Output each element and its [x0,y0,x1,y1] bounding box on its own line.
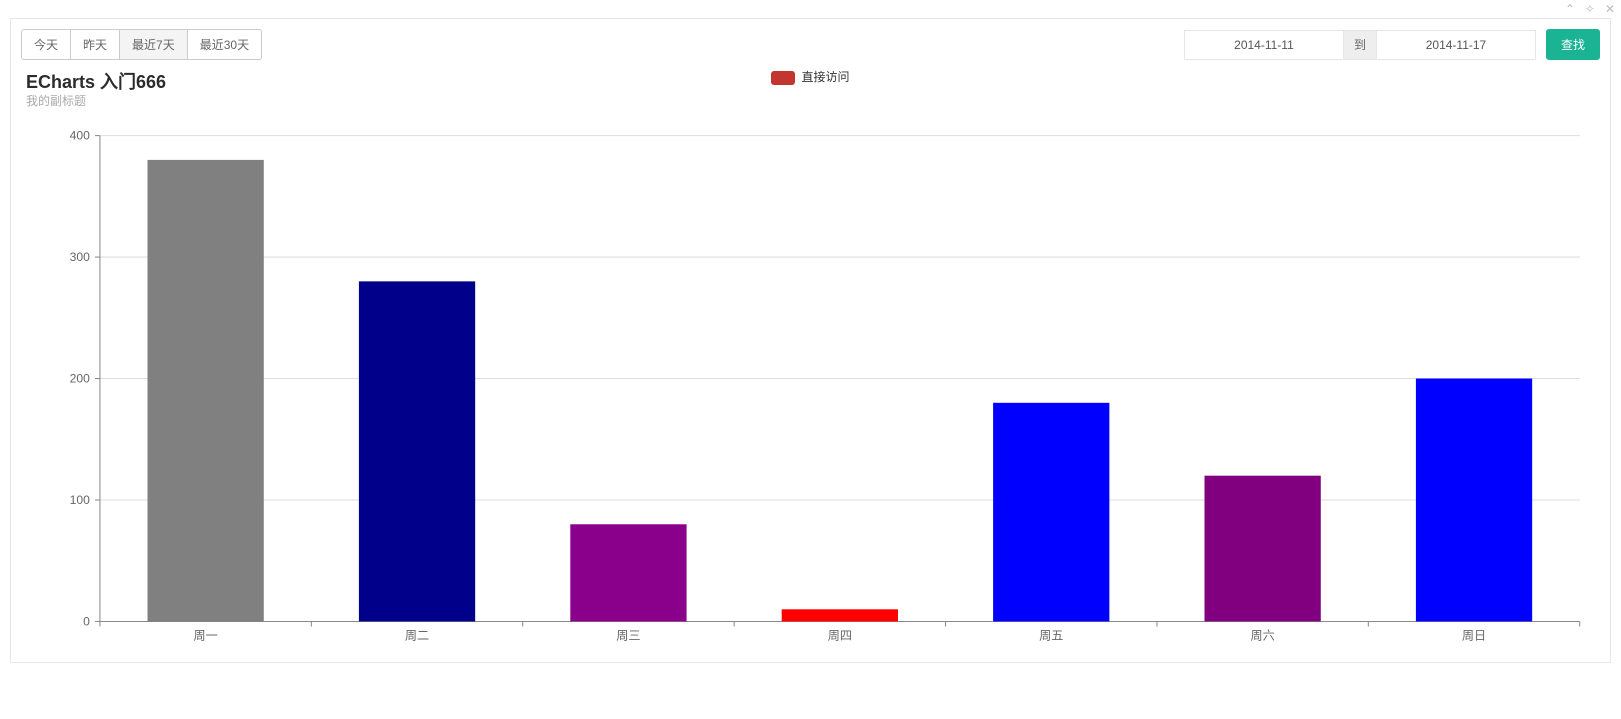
svg-text:200: 200 [70,372,90,386]
date-to-input[interactable] [1376,30,1536,60]
settings-icon[interactable]: ✧ [1585,2,1595,16]
bar-chart: 0 100 200 300 400 周一 周二 周三 周四 周五 周六 周日 [21,85,1600,652]
chart-legend[interactable]: 直接访问 [21,66,1600,85]
panel-controls: ⌃ ✧ ✕ [0,0,1621,18]
close-icon[interactable]: ✕ [1605,2,1615,16]
bar-周六[interactable] [1205,476,1321,622]
svg-text:周日: 周日 [1462,629,1486,643]
search-button[interactable]: 查找 [1546,29,1600,60]
range-button-3[interactable]: 最近30天 [188,29,262,60]
svg-text:400: 400 [70,129,90,143]
bar-周二[interactable] [359,281,475,621]
bar-周日[interactable] [1416,379,1532,622]
svg-text:周四: 周四 [828,629,852,643]
legend-swatch-icon [771,71,795,85]
toolbar: 今天昨天最近7天最近30天 到 查找 [11,19,1610,66]
chart-panel: 今天昨天最近7天最近30天 到 查找 ECharts 入门666 我的副标题 直… [10,18,1611,663]
svg-text:周六: 周六 [1251,629,1275,643]
date-from-input[interactable] [1184,30,1344,60]
svg-text:300: 300 [70,250,90,264]
svg-text:周二: 周二 [405,629,429,643]
date-range-picker: 到 [1184,30,1536,60]
bar-周一[interactable] [148,160,264,622]
date-range-buttons: 今天昨天最近7天最近30天 [21,29,262,60]
chart-subtitle: 我的副标题 [26,92,86,109]
chart-area: ECharts 入门666 我的副标题 直接访问 0 100 200 300 400 周一… [11,66,1610,662]
range-button-2[interactable]: 最近7天 [120,29,188,60]
date-to-label: 到 [1344,30,1376,60]
svg-text:周五: 周五 [1039,629,1063,643]
svg-text:100: 100 [70,493,90,507]
svg-text:周一: 周一 [194,629,218,643]
svg-text:周三: 周三 [616,629,640,643]
chart-title: ECharts 入门666 [26,68,166,94]
bar-周四[interactable] [782,609,898,621]
legend-label: 直接访问 [801,70,849,84]
svg-text:0: 0 [83,614,90,628]
range-button-0[interactable]: 今天 [21,29,71,60]
range-button-1[interactable]: 昨天 [71,29,120,60]
collapse-icon[interactable]: ⌃ [1565,2,1575,16]
bar-周五[interactable] [993,403,1109,622]
bar-周三[interactable] [570,524,686,621]
